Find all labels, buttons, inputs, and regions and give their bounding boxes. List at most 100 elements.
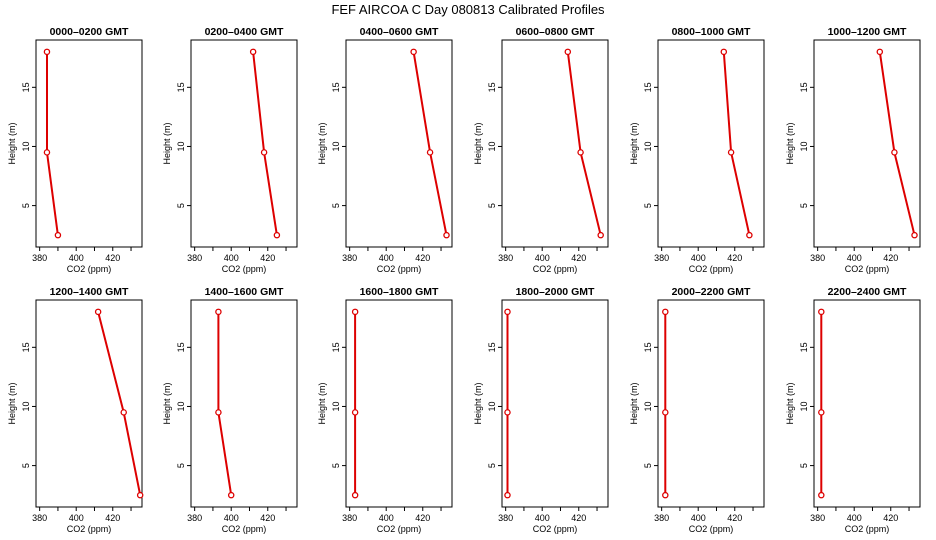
y-tick-label: 10: [21, 141, 31, 151]
y-axis-label: Height (m): [629, 382, 639, 424]
profile-panel: 1800–2000 GMT 380 400 420 5 10 15 CO2 (ppm) Heig…: [473, 286, 609, 534]
y-tick-label: 10: [643, 401, 653, 411]
y-tick-label: 15: [21, 82, 31, 92]
profile-point: [662, 491, 669, 499]
y-tick-label: 15: [21, 342, 31, 352]
profile-point: [227, 491, 235, 499]
profile-point: [120, 409, 127, 416]
profile-line: [252, 51, 278, 236]
y-tick-label: 5: [21, 203, 31, 208]
profile-panel: 0600–0800 GMT 380 400 420 5 10 15 CO2 (ppm) Heig…: [473, 26, 609, 274]
x-axis-label: CO2 (ppm): [689, 524, 734, 534]
x-axis-label: CO2 (ppm): [222, 264, 267, 274]
profile-point: [351, 308, 359, 316]
x-tick-label: 380: [654, 513, 669, 523]
y-axis-label: Height (m): [7, 382, 17, 424]
y-tick-label: 10: [487, 401, 497, 411]
panel-title: 1200–1400 GMT: [50, 286, 129, 298]
x-axis-label: CO2 (ppm): [845, 264, 890, 274]
y-tick-label: 15: [176, 82, 186, 92]
x-tick-label: 400: [535, 513, 550, 523]
panel-frame: [657, 39, 765, 248]
y-tick-label: 10: [487, 141, 497, 151]
x-axis-label: CO2 (ppm): [845, 524, 890, 534]
x-tick-label: 420: [105, 253, 120, 263]
panel-grid: 0000–0200 GMT 380 400 420 5 10 15 CO2 (ppm) Heig…: [7, 26, 921, 534]
profile-point: [662, 308, 669, 316]
y-tick-label: 15: [176, 342, 186, 352]
profile-point: [818, 491, 825, 499]
y-axis-label: Height (m): [7, 122, 17, 164]
y-axis-label: Height (m): [785, 382, 795, 424]
x-tick-label: 420: [260, 253, 275, 263]
y-axis-label: Height (m): [317, 122, 327, 164]
panel-frame: [501, 299, 609, 508]
profile-line: [46, 51, 59, 236]
profile-line: [878, 51, 916, 236]
profile-point: [720, 48, 728, 56]
profile-panel: 1600–1800 GMT 380 400 420 5 10 15 CO2 (ppm) Heig…: [317, 286, 453, 534]
panel-title: 0000–0200 GMT: [50, 26, 129, 38]
profile-point: [351, 409, 359, 416]
profile-panel: 0200–0400 GMT 380 400 420 5 10 15 CO2 (ppm) Heig…: [162, 26, 298, 274]
panel-frame: [813, 39, 921, 248]
x-tick-label: 380: [498, 253, 513, 263]
y-axis-label: Height (m): [473, 122, 483, 164]
profile-line: [722, 51, 751, 236]
profile-point: [662, 409, 669, 416]
x-tick-label: 400: [847, 513, 862, 523]
profile-line: [97, 311, 142, 496]
x-tick-label: 420: [883, 513, 898, 523]
x-tick-label: 420: [727, 253, 742, 263]
x-tick-label: 400: [847, 253, 862, 263]
profile-point: [426, 149, 434, 156]
profile-point: [43, 149, 51, 156]
x-axis-label: CO2 (ppm): [533, 264, 578, 274]
x-tick-label: 400: [224, 253, 239, 263]
y-tick-label: 5: [643, 203, 653, 208]
y-axis-label: Height (m): [317, 382, 327, 424]
profile-point: [136, 491, 144, 499]
x-tick-label: 420: [571, 513, 586, 523]
panel-title: 2000–2200 GMT: [672, 286, 751, 298]
x-axis-label: CO2 (ppm): [67, 264, 112, 274]
x-tick-label: 380: [32, 253, 47, 263]
x-tick-label: 420: [415, 253, 430, 263]
profile-point: [746, 231, 753, 239]
x-tick-label: 400: [69, 253, 84, 263]
x-tick-label: 380: [32, 513, 47, 523]
panel-title: 1800–2000 GMT: [516, 286, 595, 298]
profile-point: [504, 308, 511, 316]
profile-point: [273, 231, 281, 239]
panel-title: 2200–2400 GMT: [828, 286, 907, 298]
panel-title: 1400–1600 GMT: [205, 286, 284, 298]
x-tick-label: 420: [883, 253, 898, 263]
y-tick-label: 5: [176, 203, 186, 208]
x-tick-label: 400: [691, 253, 706, 263]
profile-panel: 1000–1200 GMT 380 400 420 5 10 15 CO2 (ppm) Heig…: [785, 26, 921, 274]
profile-point: [504, 409, 511, 416]
x-axis-label: CO2 (ppm): [222, 524, 267, 534]
profile-panel: 2000–2200 GMT 380 400 420 5 10 15 CO2 (ppm) Heig…: [629, 286, 765, 534]
x-tick-label: 380: [498, 513, 513, 523]
profile-point: [43, 48, 51, 56]
profile-point: [94, 308, 102, 316]
y-tick-label: 15: [643, 82, 653, 92]
x-tick-label: 380: [342, 253, 357, 263]
figure-title: FEF AIRCOA C Day 080813 Calibrated Profi…: [331, 2, 605, 17]
y-tick-label: 15: [643, 342, 653, 352]
y-tick-label: 15: [487, 82, 497, 92]
y-axis-label: Height (m): [785, 122, 795, 164]
y-tick-label: 5: [21, 463, 31, 468]
profile-point: [818, 409, 825, 416]
y-tick-label: 5: [487, 203, 497, 208]
panel-frame: [35, 299, 143, 508]
panel-frame: [657, 299, 765, 508]
profile-point: [911, 231, 918, 239]
panel-frame: [345, 39, 453, 248]
x-tick-label: 420: [571, 253, 586, 263]
x-tick-label: 400: [379, 253, 394, 263]
x-tick-label: 400: [691, 513, 706, 523]
y-tick-label: 5: [799, 203, 809, 208]
panel-title: 0600–0800 GMT: [516, 26, 595, 38]
